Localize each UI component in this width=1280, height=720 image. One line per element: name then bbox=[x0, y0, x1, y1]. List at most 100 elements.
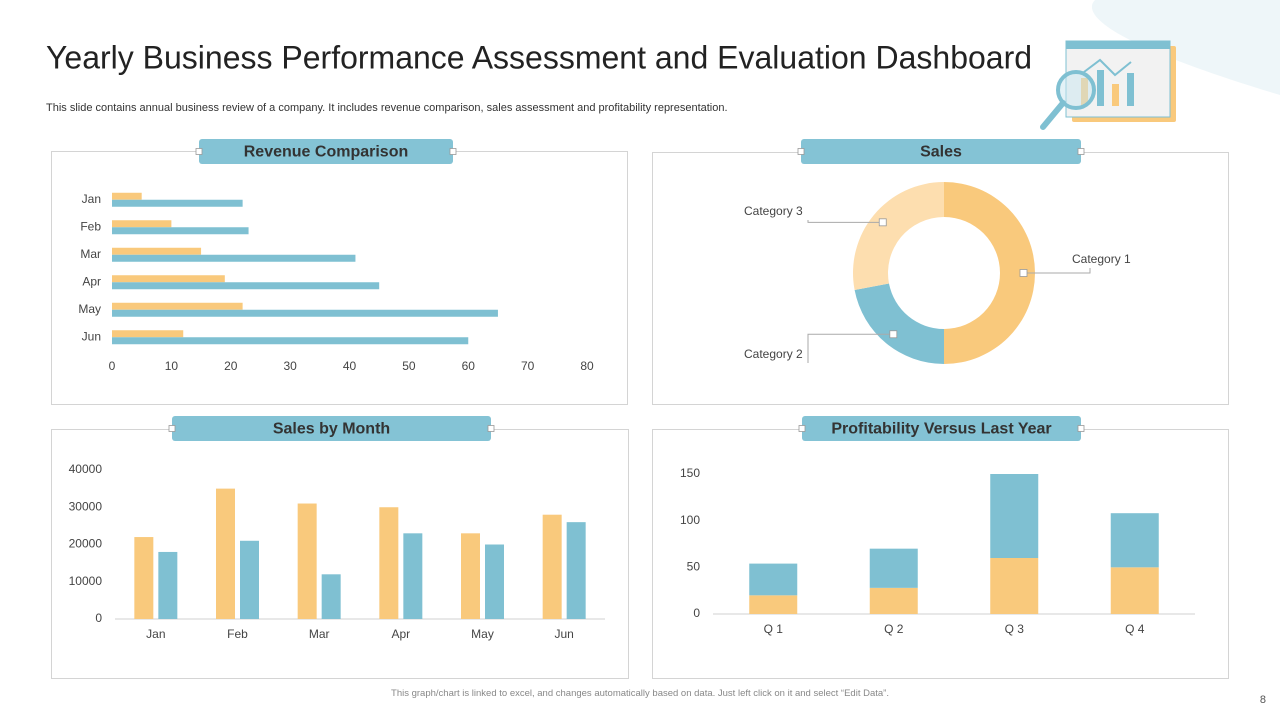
panel-title: Sales by Month bbox=[273, 421, 390, 438]
panel-header bbox=[172, 416, 491, 441]
x-tick-label: 0 bbox=[109, 359, 116, 373]
bar bbox=[297, 503, 317, 619]
y-tick-label: 20000 bbox=[69, 537, 103, 551]
dashboard-icon bbox=[1040, 40, 1176, 130]
page-number: 8 bbox=[1259, 694, 1266, 706]
header-handle bbox=[449, 148, 457, 155]
bar bbox=[461, 533, 480, 619]
bar bbox=[240, 540, 259, 619]
bar bbox=[158, 551, 178, 619]
y-tick-label: 0 bbox=[95, 611, 102, 625]
slice-label: Category 2 bbox=[744, 347, 803, 361]
x-tick-label: Q 1 bbox=[764, 622, 784, 636]
slice-marker bbox=[889, 330, 898, 339]
y-tick-label: Jun bbox=[82, 329, 101, 343]
y-tick-label: 100 bbox=[680, 513, 700, 527]
bar-segment bbox=[749, 563, 798, 596]
bar bbox=[112, 254, 356, 262]
x-tick-label: 20 bbox=[224, 359, 238, 373]
x-tick-label: 80 bbox=[580, 359, 594, 373]
x-tick-label: May bbox=[471, 627, 494, 641]
y-tick-label: Mar bbox=[80, 247, 101, 261]
header-handle bbox=[195, 148, 203, 155]
panel-title: Profitability Versus Last Year bbox=[831, 421, 1051, 438]
bar bbox=[112, 309, 498, 317]
x-tick-label: 30 bbox=[283, 359, 297, 373]
bar bbox=[112, 282, 380, 290]
bar bbox=[566, 522, 586, 619]
page-subtitle: This slide contains annual business revi… bbox=[46, 102, 728, 114]
bar bbox=[112, 337, 469, 345]
y-tick-label: 150 bbox=[680, 466, 700, 480]
bar bbox=[542, 514, 562, 619]
leader-line bbox=[1023, 268, 1091, 274]
y-tick-label: Feb bbox=[80, 219, 101, 233]
x-tick-label: Feb bbox=[227, 627, 248, 641]
bar bbox=[112, 199, 243, 207]
y-tick-label: 40000 bbox=[69, 462, 103, 476]
bar bbox=[321, 574, 341, 619]
y-tick-label: 50 bbox=[687, 560, 701, 574]
leader-line bbox=[807, 220, 883, 223]
bar-segment bbox=[990, 558, 1039, 614]
header-handle bbox=[1077, 148, 1085, 155]
y-tick-label: Apr bbox=[82, 274, 101, 288]
x-tick-label: Q 3 bbox=[1005, 622, 1025, 636]
bar bbox=[112, 275, 225, 283]
bar bbox=[112, 302, 243, 310]
x-tick-label: 60 bbox=[462, 359, 476, 373]
x-tick-label: Q 4 bbox=[1125, 622, 1145, 636]
x-tick-label: 10 bbox=[165, 359, 179, 373]
x-tick-label: Jun bbox=[554, 627, 573, 641]
donut-slice bbox=[854, 283, 944, 364]
panel-header bbox=[802, 416, 1081, 441]
x-tick-label: Mar bbox=[309, 627, 330, 641]
decor-shape bbox=[1091, 0, 1280, 95]
x-tick-label: Apr bbox=[391, 627, 410, 641]
donut-slice bbox=[944, 182, 1035, 364]
bar bbox=[485, 544, 504, 619]
header-handle bbox=[1077, 425, 1085, 432]
slice-label: Category 1 bbox=[1072, 252, 1131, 266]
footer-note: This graph/chart is linked to excel, and… bbox=[391, 688, 889, 699]
slice-label: Category 3 bbox=[744, 204, 803, 218]
donut-slice bbox=[853, 182, 944, 291]
bar bbox=[112, 220, 172, 228]
x-tick-label: Jan bbox=[146, 627, 165, 641]
bar-segment bbox=[990, 474, 1039, 558]
bar bbox=[112, 192, 142, 200]
header-handle bbox=[797, 148, 805, 155]
bar bbox=[216, 488, 235, 619]
x-tick-label: Q 2 bbox=[884, 622, 904, 636]
bar-segment bbox=[869, 548, 918, 588]
leader-line bbox=[807, 333, 894, 363]
header-handle bbox=[487, 425, 495, 432]
bar bbox=[112, 227, 249, 235]
panel-header bbox=[199, 139, 453, 164]
bar bbox=[403, 533, 423, 619]
x-tick-label: 70 bbox=[521, 359, 535, 373]
header-handle bbox=[798, 425, 806, 432]
slice-marker bbox=[878, 218, 887, 227]
y-tick-label: 0 bbox=[693, 606, 700, 620]
bar bbox=[379, 507, 399, 619]
x-tick-label: 40 bbox=[343, 359, 357, 373]
bar bbox=[112, 330, 184, 338]
y-tick-label: Jan bbox=[82, 192, 101, 206]
y-tick-label: 10000 bbox=[69, 574, 103, 588]
panel-header bbox=[801, 139, 1081, 164]
bar-segment bbox=[1110, 567, 1159, 614]
page-title: Yearly Business Performance Assessment a… bbox=[46, 39, 1032, 75]
panel-title: Revenue Comparison bbox=[244, 144, 408, 161]
panel-title: Sales bbox=[920, 144, 962, 161]
y-tick-label: May bbox=[78, 302, 101, 316]
bar bbox=[112, 247, 202, 255]
y-tick-label: 30000 bbox=[69, 499, 103, 513]
x-tick-label: 50 bbox=[402, 359, 416, 373]
bar-segment bbox=[1110, 513, 1159, 568]
bar-segment bbox=[869, 587, 918, 614]
bar-segment bbox=[749, 595, 798, 614]
slice-marker bbox=[1019, 269, 1028, 277]
